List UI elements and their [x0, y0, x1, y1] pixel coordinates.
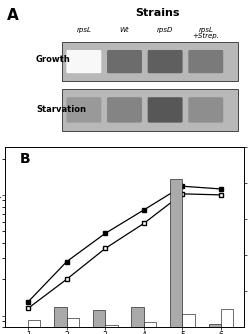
Bar — [54, 307, 67, 327]
Bar — [28, 320, 40, 327]
FancyBboxPatch shape — [148, 50, 183, 73]
Bar — [62, 42, 238, 81]
Text: B: B — [19, 152, 30, 166]
Text: Growth: Growth — [36, 55, 71, 64]
FancyBboxPatch shape — [188, 97, 223, 123]
Text: A: A — [7, 8, 19, 23]
FancyBboxPatch shape — [107, 97, 142, 123]
Text: Wt: Wt — [120, 26, 129, 32]
Bar — [93, 310, 105, 327]
Bar — [62, 89, 238, 131]
Bar — [221, 309, 233, 327]
Bar — [105, 325, 118, 327]
Bar — [67, 318, 79, 327]
FancyBboxPatch shape — [66, 97, 101, 123]
Text: rpsL
+Strep.: rpsL +Strep. — [192, 26, 219, 39]
Bar — [131, 307, 144, 327]
Text: Strains: Strains — [136, 8, 180, 18]
FancyBboxPatch shape — [107, 50, 142, 73]
Bar — [209, 324, 221, 327]
Bar — [144, 322, 156, 327]
Bar — [170, 179, 182, 327]
Text: rpsD: rpsD — [157, 26, 173, 32]
FancyBboxPatch shape — [188, 50, 223, 73]
Text: rpsL: rpsL — [76, 26, 91, 32]
FancyBboxPatch shape — [148, 97, 183, 123]
Bar — [182, 314, 195, 327]
FancyBboxPatch shape — [66, 50, 101, 73]
Text: Starvation: Starvation — [36, 106, 86, 115]
